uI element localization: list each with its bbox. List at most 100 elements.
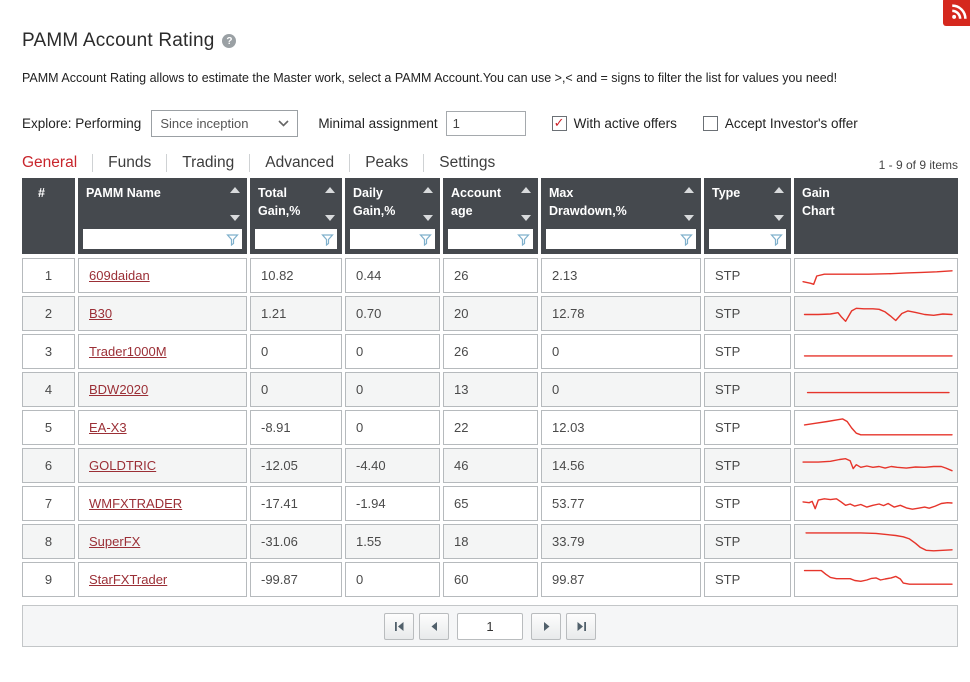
type-cell: STP	[704, 486, 791, 521]
pager-page-input[interactable]	[457, 612, 523, 640]
minimal-assignment-input[interactable]	[445, 111, 526, 136]
sort-asc-icon[interactable]	[684, 187, 694, 193]
max-drawdown-cell: 99.87	[541, 562, 701, 597]
sort-asc-icon[interactable]	[423, 187, 433, 193]
filter-input[interactable]	[448, 230, 517, 248]
sort-arrows	[521, 187, 531, 221]
sort-arrows	[423, 187, 433, 221]
performing-period-select[interactable]: Since inception	[151, 110, 299, 137]
gain-chart-cell	[794, 448, 958, 483]
pamm-name-cell: GOLDTRIC	[78, 448, 247, 483]
sort-desc-icon[interactable]	[230, 215, 240, 221]
total-gain-cell: -99.87	[250, 562, 342, 597]
filter-funnel-icon[interactable]	[517, 233, 530, 246]
sort-desc-icon[interactable]	[521, 215, 531, 221]
table-row: 7 WMFXTRADER -17.41 -1.94 65 53.77 STP	[22, 486, 958, 521]
rank-cell: 1	[22, 258, 75, 293]
sort-desc-icon[interactable]	[325, 215, 335, 221]
filter-input[interactable]	[255, 230, 321, 248]
total-gain-cell: -31.06	[250, 524, 342, 559]
sort-asc-icon[interactable]	[521, 187, 531, 193]
sort-arrows	[230, 187, 240, 221]
daily-gain-cell: -4.40	[345, 448, 440, 483]
pamm-name-cell: B30	[78, 296, 247, 331]
pamm-account-link[interactable]: EA-X3	[89, 420, 127, 435]
tabs-row: General Funds Trading Advanced Peaks Settings…	[22, 154, 958, 172]
column-header-account[interactable]: Account age	[443, 178, 538, 254]
filter-funnel-icon[interactable]	[770, 233, 783, 246]
gain-chart-cell	[794, 334, 958, 369]
title-row: PAMM Account Rating ?	[22, 0, 970, 52]
type-cell: STP	[704, 448, 791, 483]
daily-gain-cell: -1.94	[345, 486, 440, 521]
pamm-account-link[interactable]: GOLDTRIC	[89, 458, 157, 473]
column-label: Account age	[451, 186, 501, 219]
column-header-total[interactable]: Total Gain,%	[250, 178, 342, 254]
filter-input[interactable]	[350, 230, 419, 248]
filter-funnel-icon[interactable]	[226, 233, 239, 246]
max-drawdown-cell: 33.79	[541, 524, 701, 559]
gain-sparkline	[803, 569, 953, 585]
pamm-account-link[interactable]: WMFXTRADER	[89, 496, 183, 511]
column-label: Daily Gain,%	[353, 186, 396, 219]
column-header-pamm-name[interactable]: PAMM Name	[78, 178, 247, 254]
pager-first-button[interactable]	[384, 612, 414, 640]
page-title: PAMM Account Rating	[22, 30, 215, 51]
sort-desc-icon[interactable]	[774, 215, 784, 221]
gain-sparkline	[803, 417, 953, 435]
pamm-name-cell: StarFXTrader	[78, 562, 247, 597]
tab-general[interactable]: General	[22, 154, 78, 171]
filter-funnel-icon[interactable]	[419, 233, 432, 246]
type-cell: STP	[704, 296, 791, 331]
sort-asc-icon[interactable]	[325, 187, 335, 193]
pamm-account-link[interactable]: StarFXTrader	[89, 572, 168, 587]
with-active-offers-checkbox[interactable]: ✓	[551, 116, 567, 131]
gain-sparkline	[803, 354, 953, 357]
gain-sparkline	[802, 457, 953, 471]
help-icon[interactable]: ?	[222, 34, 237, 48]
page-description: PAMM Account Rating allows to estimate t…	[22, 71, 838, 85]
filter-input[interactable]	[709, 230, 770, 248]
pamm-account-link[interactable]: 609daidan	[89, 268, 150, 283]
pamm-account-link[interactable]: Trader1000M	[89, 344, 167, 359]
table-row: 8 SuperFX -31.06 1.55 18 33.79 STP	[22, 524, 958, 559]
filter-funnel-icon[interactable]	[680, 233, 693, 246]
gain-sparkline	[803, 307, 953, 322]
column-header-type[interactable]: Type	[704, 178, 791, 254]
table-row: 2 B30 1.21 0.70 20 12.78 STP	[22, 296, 958, 331]
column-header-max[interactable]: Max Drawdown,%	[541, 178, 701, 254]
sort-asc-icon[interactable]	[230, 187, 240, 193]
column-header-daily[interactable]: Daily Gain,%	[345, 178, 440, 254]
pager-last-button[interactable]	[566, 612, 596, 640]
daily-gain-cell: 0.44	[345, 258, 440, 293]
filter-funnel-icon[interactable]	[321, 233, 334, 246]
tab-divider	[249, 154, 251, 172]
daily-gain-cell: 0	[345, 562, 440, 597]
tab-peaks[interactable]: Peaks	[365, 154, 409, 171]
total-gain-cell: 0	[250, 372, 342, 407]
pamm-name-cell: BDW2020	[78, 372, 247, 407]
rss-icon[interactable]	[943, 0, 970, 26]
rank-cell: 6	[22, 448, 75, 483]
tab-funds[interactable]: Funds	[108, 154, 152, 171]
sort-asc-icon[interactable]	[774, 187, 784, 193]
pamm-account-link[interactable]: BDW2020	[89, 382, 149, 397]
pamm-account-link[interactable]: SuperFX	[89, 534, 141, 549]
pamm-account-link[interactable]: B30	[89, 306, 113, 321]
column-label: Type	[712, 186, 741, 200]
account-age-cell: 20	[443, 296, 538, 331]
tab-advanced[interactable]: Advanced	[265, 154, 335, 171]
filter-input[interactable]	[83, 230, 226, 248]
tab-trading[interactable]: Trading	[182, 154, 235, 171]
tab-settings[interactable]: Settings	[439, 154, 496, 171]
performing-period-value: Since inception	[160, 116, 249, 131]
accept-investors-offer-checkbox[interactable]	[702, 116, 718, 131]
pager-prev-button[interactable]	[419, 612, 449, 640]
max-drawdown-cell: 0	[541, 372, 701, 407]
sort-desc-icon[interactable]	[423, 215, 433, 221]
total-gain-cell: 0	[250, 334, 342, 369]
sort-desc-icon[interactable]	[684, 215, 694, 221]
pager-next-button[interactable]	[531, 612, 561, 640]
filter-input[interactable]	[546, 230, 680, 248]
column-filter	[83, 229, 242, 249]
